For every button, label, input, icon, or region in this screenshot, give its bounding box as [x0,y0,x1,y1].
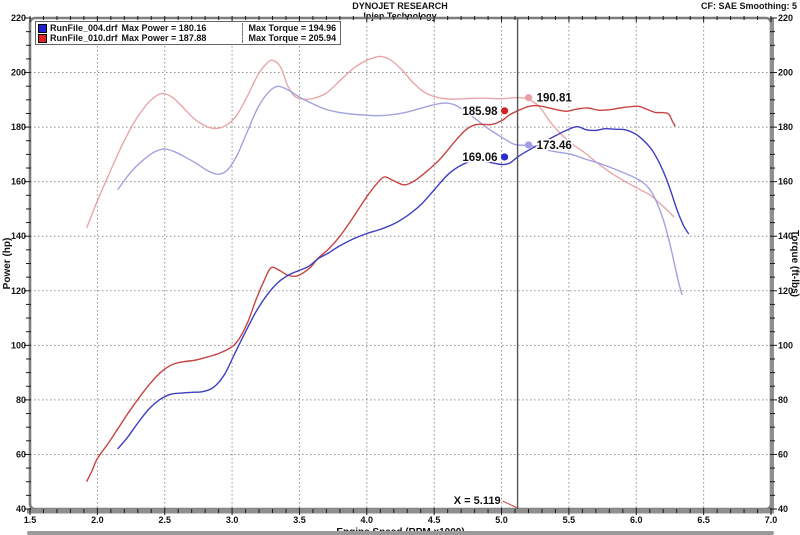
svg-text:6.0: 6.0 [630,515,643,525]
svg-text:60: 60 [16,449,26,459]
svg-text:2.5: 2.5 [158,515,171,525]
svg-text:5.5: 5.5 [563,515,576,525]
axis-ticks [24,16,777,515]
svg-text:7.0: 7.0 [765,515,778,525]
svg-text:4.0: 4.0 [361,515,374,525]
legend-max-torque: Max Torque = 194.96 [248,23,337,33]
gridlines [30,18,771,509]
page-subtitle: Injen Technology [363,11,437,21]
cursor-pointer-line [502,500,518,509]
marker-value-label: 169.06 [462,152,497,164]
legend-file-label: RunFile_010.drf [50,33,118,43]
marker-dot-190.81[interactable] [524,94,533,102]
svg-text:4.5: 4.5 [428,515,441,525]
curve-runfile-004-power [117,125,690,450]
svg-text:100: 100 [778,340,793,350]
plot-frame [28,16,773,511]
legend-row-runfile-010[interactable]: RunFile_010.drf Max Power = 187.88 Max T… [38,33,336,43]
svg-text:180: 180 [778,122,793,132]
marker-value-label: 190.81 [537,93,573,105]
svg-text:140: 140 [778,231,793,241]
legend-max-power: Max Power = 187.88 [121,33,207,43]
tick-labels: 1.5 2.0 2.5 3.0 3.5 4.0 4.5 5.0 5.5 6.0 6.5 7.040 40… [11,13,793,525]
page-title: DYNOJET RESEARCH [352,1,448,11]
left-axis-title: Power (hp) [2,238,13,290]
legend-max-power: Max Power = 180.16 [121,23,207,33]
marker-value-label: 185.98 [462,106,498,118]
svg-text:120: 120 [11,286,26,296]
correction-smoothing-info: CF: SAE Smoothing: 5 [701,1,797,11]
marker-value-label: 173.46 [537,140,572,152]
legend-swatch-red [38,33,47,43]
svg-text:160: 160 [778,177,793,187]
svg-text:120: 120 [778,286,793,296]
marker-dot-185.98[interactable] [500,107,509,115]
svg-text:40: 40 [16,504,26,514]
curve-runfile-010-power [85,104,676,483]
legend-max-torque: Max Torque = 205.94 [248,33,337,43]
legend-separator [241,23,243,33]
marker-dot-173.46[interactable] [524,141,533,149]
curve-runfile-004-torque [117,85,683,296]
svg-text:200: 200 [778,68,793,78]
svg-text:5.0: 5.0 [495,515,508,525]
svg-text:80: 80 [16,395,26,405]
right-axis-title: Torque (ft-lbs) [789,230,800,297]
legend-separator [241,33,243,43]
svg-text:60: 60 [778,449,788,459]
legend-box: RunFile_004.drf Max Power = 180.16 Max T… [35,21,342,45]
svg-text:160: 160 [11,177,26,187]
svg-text:3.0: 3.0 [226,515,239,525]
legend-swatch-blue [38,23,47,33]
marker-dot-169.06[interactable] [500,153,509,161]
svg-text:2.0: 2.0 [91,515,104,525]
cursor-readout-label: X = 5.119 [454,495,501,507]
svg-text:200: 200 [11,68,26,78]
next-chart-edge [27,531,774,535]
svg-text:100: 100 [11,340,26,350]
svg-text:3.5: 3.5 [293,515,306,525]
legend-file-label: RunFile_004.drf [50,23,118,33]
svg-text:220: 220 [778,13,793,23]
svg-text:80: 80 [778,395,788,405]
svg-text:40: 40 [778,504,788,514]
svg-text:180: 180 [11,122,26,132]
svg-text:1.5: 1.5 [24,515,37,525]
svg-text:220: 220 [11,13,26,23]
svg-text:6.5: 6.5 [697,515,710,525]
svg-text:140: 140 [11,231,26,241]
legend-row-runfile-004[interactable]: RunFile_004.drf Max Power = 180.16 Max T… [38,23,336,33]
curve-runfile-010-torque [85,55,675,229]
